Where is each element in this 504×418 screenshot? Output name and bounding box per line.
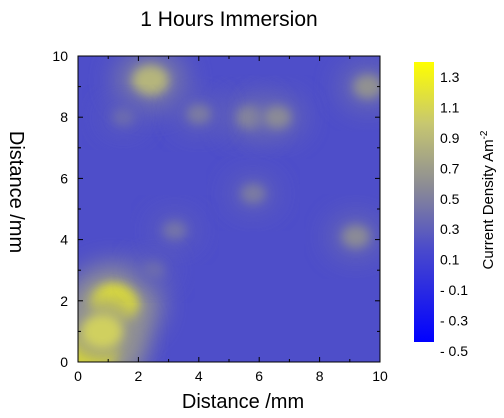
heatmap-feature-10	[163, 221, 187, 240]
x-tick-label-1: 2	[135, 368, 143, 384]
y-tick-label-3: 6	[60, 170, 68, 186]
heatmap-feature-2	[81, 313, 124, 349]
heatmap-feature-9	[240, 183, 266, 204]
heatmap-feature-7	[342, 225, 370, 248]
plot-area	[77, 55, 381, 363]
heatmap-feature-3	[132, 65, 169, 96]
colorbar-tick-label-7: - 0.1	[440, 282, 468, 298]
x-tick-label-2: 4	[195, 368, 203, 384]
x-tick-label-4: 8	[316, 368, 324, 384]
colorbar-tick-label-2: 0.9	[440, 130, 460, 146]
colorbar: 1.3 1.1 0.9 0.7 0.5 0.3 0.1 - 0.1 - 0.3 - 0.5 Cur…	[414, 62, 497, 359]
colorbar-tick-label-6: 0.1	[440, 252, 460, 268]
y-tick-label-4: 8	[60, 109, 68, 125]
chart-title: 1 Hours Immersion	[140, 8, 317, 31]
heatmap-feature-6	[353, 74, 380, 99]
colorbar-label-superscript: -2	[479, 130, 490, 139]
heatmap-feature-11	[112, 108, 135, 126]
colorbar-tick-label-3: 0.7	[440, 160, 460, 176]
heatmap-feature-5	[263, 106, 292, 129]
y-axis: 0 2 4 6 8 10	[52, 48, 380, 370]
y-axis-label: Distance /mm	[5, 131, 27, 253]
y-tick-label-1: 2	[60, 293, 68, 309]
colorbar-tick-label-8: - 0.3	[440, 313, 468, 329]
x-axis: 0 2 4 6 8 10	[74, 56, 388, 384]
y-tick-label-2: 4	[60, 232, 68, 248]
heatmap-feature-8	[186, 104, 212, 124]
colorbar-tick-label-1: 1.1	[440, 99, 460, 115]
heatmap-field	[78, 56, 380, 362]
colorbar-tick-label-4: 0.5	[440, 191, 460, 207]
colorbar-ticks: 1.3 1.1 0.9 0.7 0.5 0.3 0.1 - 0.1 - 0.3 - 0.5	[440, 69, 468, 359]
y-tick-label-0: 0	[60, 354, 68, 370]
x-axis-label: Distance /mm	[182, 391, 304, 413]
colorbar-gradient	[414, 62, 434, 342]
x-tick-label-5: 10	[372, 368, 388, 384]
colorbar-tick-label-0: 1.3	[440, 69, 460, 85]
colorbar-label: Current Density Am-2	[479, 130, 497, 269]
colorbar-tick-label-5: 0.3	[440, 221, 460, 237]
x-tick-label-0: 0	[74, 368, 82, 384]
heatmap-feature-12	[142, 261, 165, 279]
x-tick-label-3: 6	[255, 368, 263, 384]
colorbar-tick-label-9: - 0.5	[440, 343, 468, 359]
y-tick-label-5: 10	[52, 48, 68, 64]
